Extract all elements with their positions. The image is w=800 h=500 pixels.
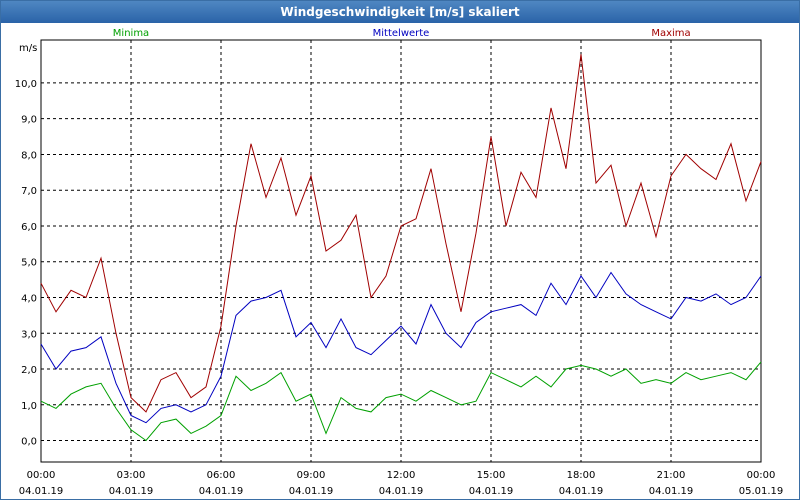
legend-minima: Minima xyxy=(113,28,149,39)
x-tick-date: 05.01.19 xyxy=(739,486,784,497)
y-tick-label: 4,0 xyxy=(21,293,37,304)
x-tick-time: 12:00 xyxy=(387,470,416,481)
x-tick-date: 04.01.19 xyxy=(199,486,244,497)
x-tick-time: 18:00 xyxy=(567,470,596,481)
series-line-minima xyxy=(40,361,762,442)
y-tick-label: 7,0 xyxy=(21,186,37,197)
y-tick-label: 8,0 xyxy=(21,150,37,161)
series-line-maxima xyxy=(40,54,762,413)
y-tick-label: 0,0 xyxy=(21,437,37,448)
x-tick-time: 00:00 xyxy=(747,470,776,481)
window-title: Windgeschwindigkeit [m/s] skaliert xyxy=(1,1,799,23)
x-tick-time: 09:00 xyxy=(297,470,326,481)
x-tick-date: 04.01.19 xyxy=(19,486,64,497)
legend-mittelwerte: Mittelwerte xyxy=(373,28,430,39)
x-tick-time: 00:00 xyxy=(27,470,56,481)
y-tick-label: 9,0 xyxy=(21,115,37,126)
legend-maxima: Maxima xyxy=(651,28,690,39)
x-tick-date: 04.01.19 xyxy=(649,486,694,497)
x-tick-date: 04.01.19 xyxy=(109,486,154,497)
x-tick-date: 04.01.19 xyxy=(469,486,514,497)
x-tick-time: 03:00 xyxy=(117,470,146,481)
series-line-mittelwerte xyxy=(40,271,762,424)
y-axis-label: m/s xyxy=(19,43,37,54)
y-tick-label: 5,0 xyxy=(21,258,37,269)
y-tick-label: 3,0 xyxy=(21,329,37,340)
x-tick-date: 04.01.19 xyxy=(559,486,604,497)
y-tick-label: 1,0 xyxy=(21,401,37,412)
x-tick-time: 06:00 xyxy=(207,470,236,481)
wind-speed-chart: 0,0 1,0 2,0 3,0 4,0 5,0 6,0 7,0 8,0 9,0 10,0 00:00 0… xyxy=(15,28,784,497)
y-tick-label: 2,0 xyxy=(21,365,37,376)
y-tick-label: 6,0 xyxy=(21,222,37,233)
y-tick-label: 10,0 xyxy=(15,79,37,90)
x-tick-date: 04.01.19 xyxy=(379,486,424,497)
x-tick-date: 04.01.19 xyxy=(289,486,334,497)
x-tick-time: 21:00 xyxy=(657,470,686,481)
x-tick-time: 15:00 xyxy=(477,470,506,481)
